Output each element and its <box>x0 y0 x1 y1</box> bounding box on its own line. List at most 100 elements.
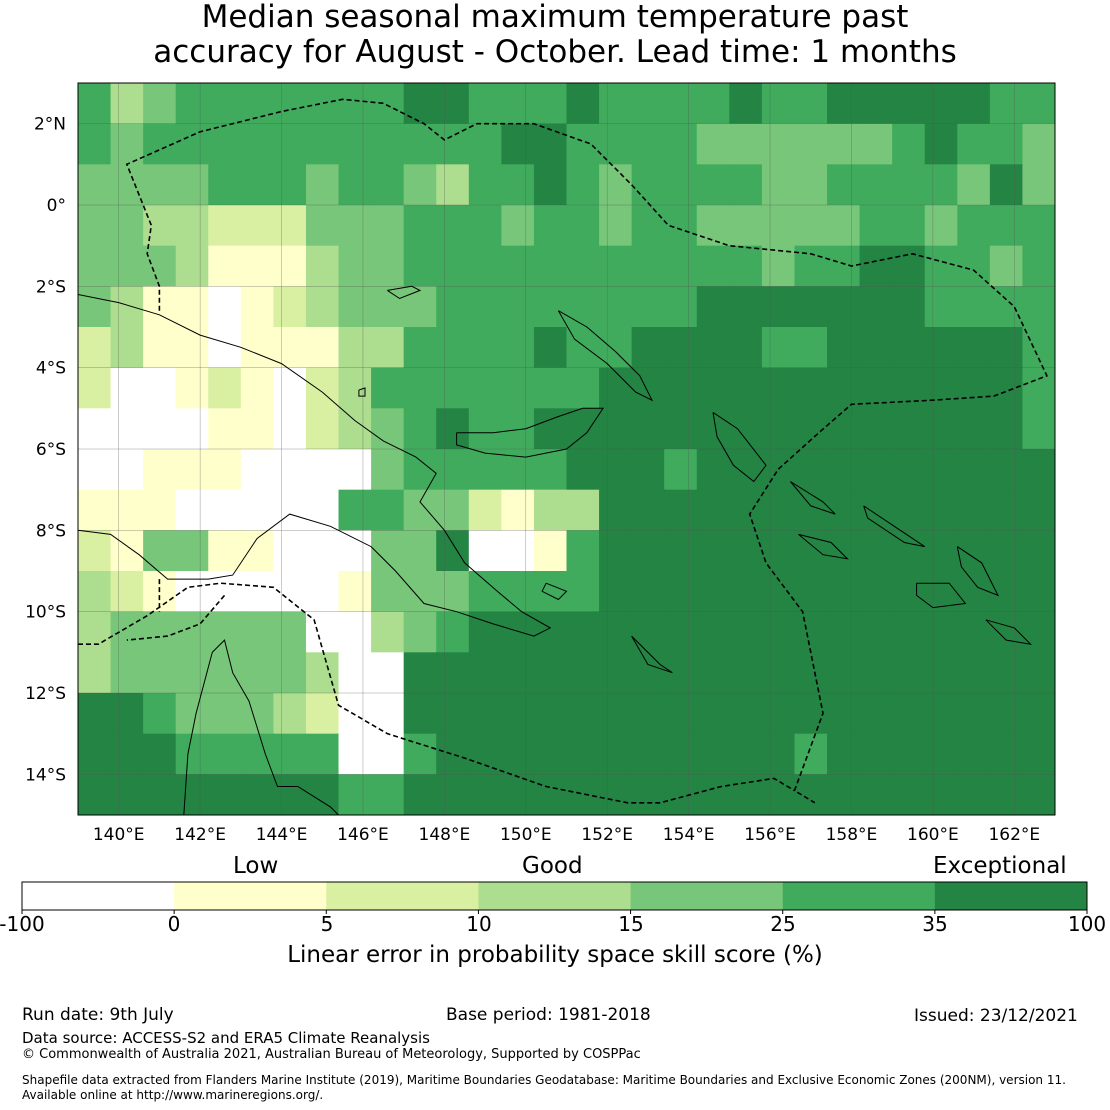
longitude-tick-label: 140°E <box>93 825 145 845</box>
grid-cell <box>175 408 209 450</box>
grid-cell <box>859 693 893 735</box>
grid-cell <box>175 693 209 735</box>
grid-cell <box>143 205 177 247</box>
grid-cell <box>501 693 535 735</box>
grid-cell <box>859 449 893 491</box>
grid-cell <box>957 489 991 531</box>
grid-cell <box>957 774 991 815</box>
grid-cell <box>664 489 698 531</box>
grid-cell <box>533 489 568 531</box>
coastline <box>863 505 925 548</box>
grid-cell <box>664 449 698 491</box>
grid-cell <box>533 123 568 165</box>
grid-cell <box>631 367 665 409</box>
grid-cell <box>468 571 502 613</box>
grid-cell <box>436 205 470 247</box>
grid-cell <box>924 611 958 653</box>
grid-cell <box>338 530 372 572</box>
grid-cell <box>599 327 633 369</box>
grid-cell <box>371 367 405 409</box>
grid-cell <box>533 733 568 775</box>
grid-cell <box>957 652 991 694</box>
grid-cell <box>761 245 796 287</box>
grid-cell <box>143 489 177 531</box>
grid-cell <box>273 327 307 369</box>
grid-cell <box>371 611 405 653</box>
grid-cell <box>273 774 307 815</box>
colorbar-tick-label: 10 <box>466 912 492 936</box>
grid-cell <box>696 286 730 328</box>
longitude-tick-label: 146°E <box>337 825 389 845</box>
grid-cell <box>110 693 144 735</box>
grid-cell <box>273 164 307 206</box>
grid-cell <box>273 652 307 694</box>
grid-cell <box>468 733 502 775</box>
grid-cell <box>436 489 470 531</box>
coastline <box>78 294 552 637</box>
grid-cell <box>599 245 633 287</box>
grid-cell <box>924 449 958 491</box>
grid-cell <box>859 327 893 369</box>
grid-cell <box>143 611 177 653</box>
grid-cell <box>78 693 112 735</box>
grid-cell <box>501 123 535 165</box>
grid-cell <box>599 611 633 653</box>
grid-cell <box>175 652 209 694</box>
grid-cell <box>729 611 763 653</box>
grid-cell <box>1022 286 1055 328</box>
grid-cell <box>501 489 535 531</box>
grid-cell <box>273 245 307 287</box>
grid-cell <box>761 530 796 572</box>
grid-cell <box>273 733 307 775</box>
grid-cell <box>729 164 763 206</box>
issued-date: Issued: 23/12/2021 <box>914 1006 1078 1026</box>
grid-cell <box>436 286 470 328</box>
grid-cell <box>794 611 828 653</box>
grid-cell <box>533 774 568 815</box>
grid-cell <box>468 123 502 165</box>
grid-cell <box>892 164 926 206</box>
grid-cell <box>957 164 991 206</box>
grid-cell <box>78 83 112 125</box>
grid-cell <box>240 367 274 409</box>
grid-cell <box>143 652 177 694</box>
grid-cell <box>957 733 991 775</box>
longitude-tick-label: 144°E <box>256 825 308 845</box>
grid-cell <box>175 449 209 491</box>
grid-cell <box>143 367 177 409</box>
grid-cell <box>338 774 372 815</box>
grid-cell <box>924 408 958 450</box>
grid-cell <box>468 489 502 531</box>
grid-cell <box>696 530 730 572</box>
grid-cell <box>305 286 340 328</box>
grid-cell <box>305 733 340 775</box>
grid-cell <box>78 123 112 165</box>
grid-cell <box>924 733 958 775</box>
grid-cell <box>566 774 600 815</box>
legend-category-low: Low <box>233 853 279 879</box>
longitude-tick-label: 152°E <box>581 825 633 845</box>
grid-cell <box>696 571 730 613</box>
grid-cell <box>468 83 502 125</box>
grid-cell <box>892 408 926 450</box>
grid-cell <box>566 571 600 613</box>
grid-cell <box>110 733 144 775</box>
grid-cell <box>403 489 437 531</box>
grid-cell <box>566 286 600 328</box>
grid-cell <box>501 571 535 613</box>
grid-cell <box>175 83 209 125</box>
grid-cell <box>78 733 112 775</box>
grid-cell <box>1022 205 1055 247</box>
title-line-2: accuracy for August - October. Lead time… <box>153 34 957 70</box>
grid-cell <box>110 449 144 491</box>
grid-cell <box>208 408 242 450</box>
grid-cell <box>110 164 144 206</box>
grid-cell <box>468 286 502 328</box>
grid-cell <box>273 123 307 165</box>
grid-cell <box>468 408 502 450</box>
grid-cell <box>501 164 535 206</box>
grid-cell <box>827 367 861 409</box>
latitude-tick-label: 2°N <box>34 115 66 135</box>
grid-cell <box>110 123 144 165</box>
grid-cell <box>501 205 535 247</box>
